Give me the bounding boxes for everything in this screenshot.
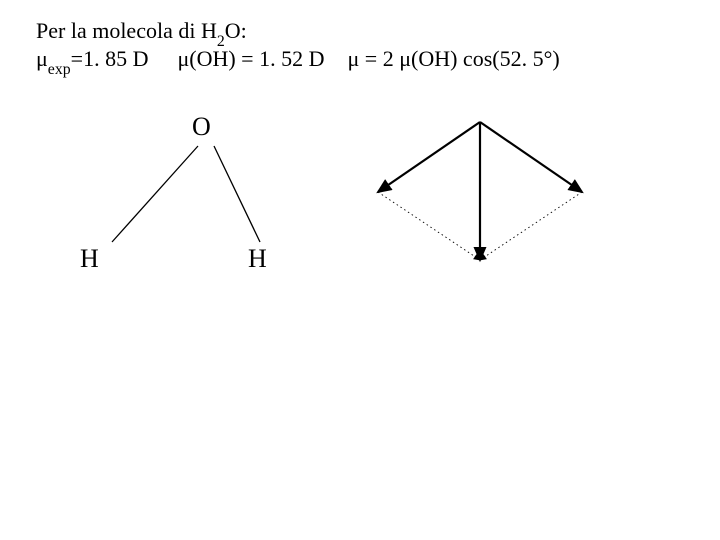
atom-H-left-label: H [80, 244, 99, 274]
mu-1: μ [36, 46, 48, 71]
vector-diagram [360, 110, 600, 280]
mu-2: μ [177, 46, 189, 71]
eq3-mid: = 2 [359, 46, 399, 71]
text-line-1: Per la molecola di H2O: [36, 18, 247, 48]
text-line-2: μexp=1. 85 D μ(OH) = 1. 52 D μ = 2 μ(OH)… [36, 46, 560, 76]
line1-suffix: O: [225, 18, 247, 43]
atom-H-right-label: H [248, 244, 267, 274]
eq3-tail: (OH) cos(52. 5°) [411, 46, 560, 71]
atom-O-label: O [192, 112, 211, 142]
eq1: =1. 85 D [71, 46, 149, 71]
eq2: (OH) = 1. 52 D [189, 46, 324, 71]
bond-O-Hleft [112, 146, 198, 242]
bond-O-Hright [214, 146, 260, 242]
mu-4: μ [399, 46, 411, 71]
mu-3: μ [347, 46, 359, 71]
vector-right-dotted [480, 192, 582, 260]
vector-left-dotted [378, 192, 480, 260]
vector-left-solid [378, 122, 480, 192]
line1-prefix: Per la molecola di H [36, 18, 217, 43]
mu-exp-sub: exp [48, 61, 71, 78]
vector-right-solid [480, 122, 582, 192]
